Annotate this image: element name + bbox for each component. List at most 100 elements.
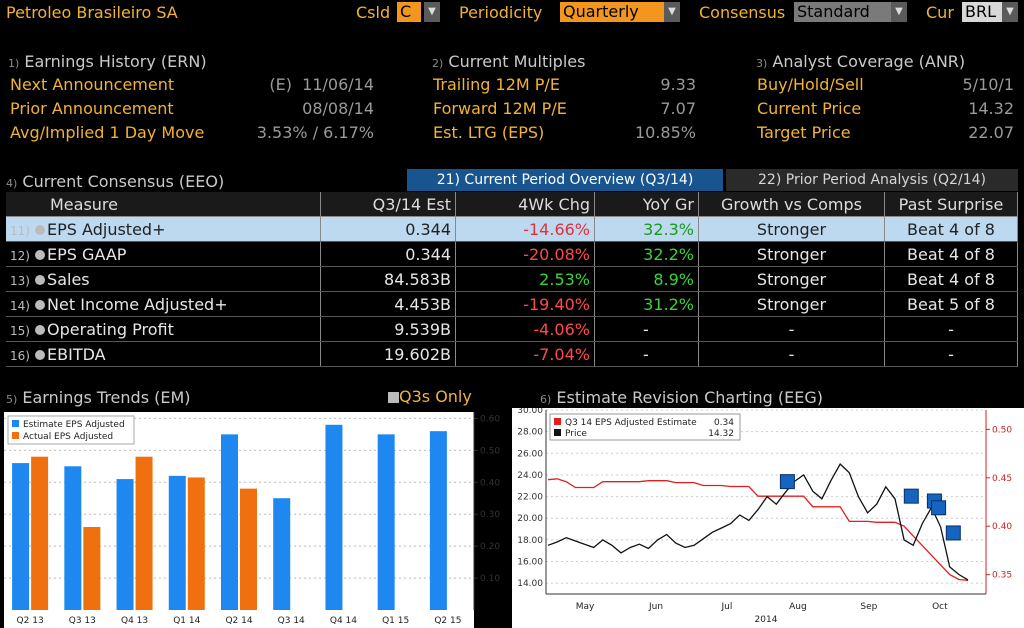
legend-label: Estimate EPS Adjusted — [23, 420, 125, 430]
tab-current-period[interactable]: 21) Current Period Overview (Q3/14) — [407, 169, 723, 191]
legend-swatch — [554, 429, 561, 436]
csld-dropdown-icon[interactable]: ▼ — [424, 2, 440, 22]
est-cell: 4.453B — [320, 291, 456, 317]
periodicity-select[interactable]: Quarterly — [560, 2, 664, 22]
bar-estimate — [116, 479, 134, 610]
currency-select[interactable]: BRL — [962, 2, 1002, 22]
bar-estimate — [12, 463, 30, 610]
consensus-dropdown-icon[interactable]: ▼ — [891, 2, 907, 22]
col-4wk-chg[interactable]: 4Wk Chg — [455, 192, 595, 217]
bar-estimate — [64, 466, 82, 610]
table-row[interactable]: 13) Sales 84.583B 2.53% 8.9% Stronger Be… — [6, 266, 1018, 292]
chg-cell: -14.66% — [455, 216, 595, 242]
legend-label: Q3 14 EPS Adjusted Estimate — [565, 418, 697, 428]
col-est[interactable]: Q3/14 Est — [320, 192, 456, 217]
consensus-select[interactable]: Standard — [794, 2, 892, 22]
measure-cell: 14) Net Income Adjusted+ — [6, 291, 321, 317]
prior-announcement-value: 08/08/14 — [302, 99, 374, 118]
trailing-pe-value: 9.33 — [660, 75, 696, 94]
col-growth-comps[interactable]: Growth vs Comps — [698, 192, 885, 217]
current-multiples-num: 2) — [432, 57, 444, 70]
left-tick-label: 14.00 — [517, 579, 543, 589]
comps-cell: Stronger — [698, 241, 885, 267]
revision-marker-icon — [931, 500, 947, 516]
y-tick-label: 0.60 — [480, 414, 500, 424]
analyst-coverage-title[interactable]: 3) Analyst Coverage (ANR) — [756, 52, 965, 71]
x-tick-label: Q4 14 — [330, 616, 357, 626]
x-tick-label: Q3 14 — [278, 616, 305, 626]
current-consensus-title-text: Current Consensus (EEO) — [22, 172, 225, 191]
tab-prior-period[interactable]: 22) Prior Period Analysis (Q2/14) — [726, 169, 1018, 191]
current-multiples-title[interactable]: 2) Current Multiples — [432, 52, 585, 71]
bar-estimate — [429, 431, 447, 610]
legend-swatch — [12, 420, 19, 427]
buy-hold-sell-value: 5/10/1 — [962, 75, 1015, 94]
avg-implied-move-label: Avg/Implied 1 Day Move — [10, 123, 205, 142]
table-row[interactable]: 16) EBITDA 19.602B -7.04% - - - — [6, 341, 1018, 367]
periodicity-dropdown-icon[interactable]: ▼ — [664, 2, 680, 22]
currency-dropdown-icon[interactable]: ▼ — [1002, 2, 1018, 22]
plot-background — [4, 412, 474, 610]
revision-title[interactable]: 6) Estimate Revision Charting (EEG) — [540, 388, 823, 407]
avg-implied-move-value: 3.53% / 6.17% — [256, 123, 374, 142]
est-ltg-label: Est. LTG (EPS) — [433, 123, 545, 142]
row-menu-icon[interactable] — [35, 325, 46, 335]
estimate-line — [547, 478, 969, 582]
measure-cell: 13) Sales — [6, 266, 321, 292]
row-menu-icon[interactable] — [35, 275, 46, 285]
table-row[interactable]: 14) Net Income Adjusted+ 4.453B -19.40% … — [6, 291, 1018, 317]
x-tick-label: Jun — [648, 602, 663, 612]
current-consensus-title[interactable]: 4) Current Consensus (EEO) — [6, 172, 224, 191]
col-past-surprise[interactable]: Past Surprise — [884, 192, 1018, 217]
table-row[interactable]: 15) Operating Profit 9.539B -4.06% - - - — [6, 316, 1018, 342]
comps-cell: Stronger — [698, 291, 885, 317]
right-tick-label: 0.45 — [992, 474, 1012, 484]
revision-marker-icon — [945, 525, 961, 541]
left-tick-label: 24.00 — [517, 471, 543, 481]
row-menu-icon[interactable] — [35, 300, 46, 310]
earnings-trends-num: 5) — [6, 393, 18, 406]
revision-marker-icon — [903, 488, 919, 504]
revision-title-text: Estimate Revision Charting (EEG) — [556, 388, 823, 407]
measure-name: Sales — [47, 269, 90, 289]
measure-cell: 12) EPS GAAP — [6, 241, 321, 267]
bar-actual — [83, 526, 101, 610]
x-tick-label: Q3 13 — [69, 616, 96, 626]
x-tick-label: Q4 13 — [121, 616, 148, 626]
current-price-value: 14.32 — [968, 99, 1014, 118]
forward-pe-label: Forward 12M P/E — [433, 99, 567, 118]
bar-estimate — [377, 434, 395, 610]
table-row[interactable]: 11) EPS Adjusted+ 0.344 -14.66% 32.3% St… — [6, 216, 1018, 242]
earnings-trends-chart: 0.10 0.20 0.30 0.40 0.50 0.60 Q2 13 Q3 13 Q4 13 Q… — [4, 412, 500, 628]
surprise-cell: Beat 5 of 8 — [884, 291, 1018, 317]
col-measure[interactable]: Measure — [6, 192, 321, 217]
x-tick-label: Sep — [860, 602, 877, 612]
earnings-history-title[interactable]: 1) Earnings History (ERN) — [8, 52, 207, 71]
checkbox-icon[interactable] — [388, 392, 399, 403]
y-tick-label: 0.30 — [480, 510, 500, 520]
yoy-cell: - — [594, 316, 699, 342]
x-axis-band — [4, 610, 474, 628]
x-tick-label: Aug — [789, 602, 807, 612]
col-yoy-gr[interactable]: YoY Gr — [594, 192, 699, 217]
csld-select[interactable]: C — [397, 2, 421, 22]
measure-cell: 11) EPS Adjusted+ — [6, 216, 321, 242]
left-tick-label: 18.00 — [517, 536, 543, 546]
earnings-trends-title[interactable]: 5) Earnings Trends (EM) — [6, 388, 191, 407]
target-price-value: 22.07 — [968, 123, 1014, 142]
periodicity-label: Periodicity — [459, 3, 543, 22]
row-menu-icon[interactable] — [35, 250, 46, 260]
yoy-cell: 8.9% — [594, 266, 699, 292]
row-menu-icon[interactable] — [35, 350, 46, 360]
prior-announcement-label: Prior Announcement — [10, 99, 174, 118]
csld-label: Csld — [356, 3, 391, 22]
yoy-cell: 31.2% — [594, 291, 699, 317]
current-price-label: Current Price — [757, 99, 862, 118]
legend-label: Actual EPS Adjusted — [23, 432, 113, 442]
comps-cell: - — [698, 341, 885, 367]
q3s-only-toggle[interactable]: Q3s Only — [388, 387, 472, 406]
chg-cell: -20.08% — [455, 241, 595, 267]
x-tick-label: Q2 14 — [225, 616, 252, 626]
table-row[interactable]: 12) EPS GAAP 0.344 -20.08% 32.2% Stronge… — [6, 241, 1018, 267]
row-menu-icon[interactable] — [35, 225, 46, 235]
